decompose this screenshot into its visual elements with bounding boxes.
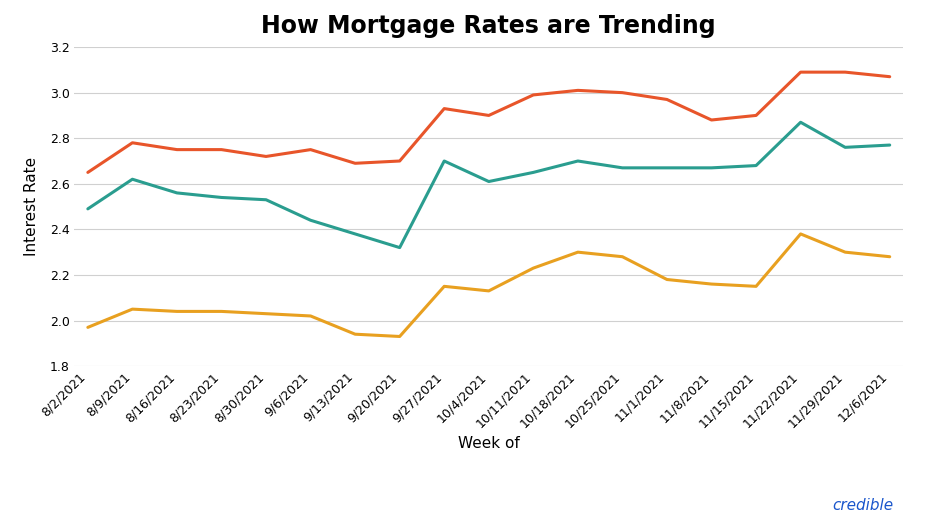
15-year-fixed xyxy=(216,308,227,314)
30-year fixed xyxy=(216,146,227,153)
30-year fixed xyxy=(528,92,539,98)
20-year-fixed xyxy=(661,165,672,171)
30-year fixed xyxy=(884,74,896,80)
15-year-fixed xyxy=(706,281,717,287)
30-year fixed xyxy=(394,158,405,164)
20-year-fixed xyxy=(439,158,450,164)
15-year-fixed xyxy=(171,308,182,314)
20-year-fixed xyxy=(349,231,360,237)
30-year fixed xyxy=(840,69,851,75)
20-year-fixed xyxy=(573,158,584,164)
20-year-fixed xyxy=(884,142,896,148)
20-year-fixed xyxy=(82,206,93,212)
20-year-fixed xyxy=(171,190,182,196)
30-year fixed xyxy=(261,153,272,160)
15-year-fixed xyxy=(394,333,405,339)
Title: How Mortgage Rates are Trending: How Mortgage Rates are Trending xyxy=(262,14,716,38)
20-year-fixed xyxy=(216,195,227,201)
20-year-fixed xyxy=(795,119,806,126)
20-year-fixed xyxy=(617,165,628,171)
20-year-fixed xyxy=(483,178,494,185)
Line: 30-year fixed: 30-year fixed xyxy=(88,72,890,173)
X-axis label: Week of: Week of xyxy=(458,436,519,451)
30-year fixed xyxy=(617,89,628,96)
15-year-fixed xyxy=(349,331,360,337)
20-year-fixed xyxy=(261,197,272,203)
Line: 20-year-fixed: 20-year-fixed xyxy=(88,122,890,247)
30-year fixed xyxy=(795,69,806,75)
30-year fixed xyxy=(573,87,584,94)
15-year-fixed xyxy=(528,265,539,271)
15-year-fixed xyxy=(750,283,762,290)
Y-axis label: Interest Rate: Interest Rate xyxy=(23,157,38,256)
20-year-fixed xyxy=(127,176,138,183)
15-year-fixed xyxy=(439,283,450,290)
30-year fixed xyxy=(82,169,93,176)
20-year-fixed xyxy=(305,217,317,223)
20-year-fixed xyxy=(528,169,539,176)
15-year-fixed xyxy=(795,231,806,237)
15-year-fixed xyxy=(261,311,272,317)
15-year-fixed xyxy=(884,254,896,260)
20-year-fixed xyxy=(706,165,717,171)
15-year-fixed xyxy=(617,254,628,260)
30-year fixed xyxy=(706,117,717,123)
30-year fixed xyxy=(349,160,360,166)
15-year-fixed xyxy=(840,249,851,255)
30-year fixed xyxy=(127,140,138,146)
15-year-fixed xyxy=(483,288,494,294)
15-year-fixed xyxy=(661,276,672,282)
30-year fixed xyxy=(750,112,762,119)
15-year-fixed xyxy=(127,306,138,312)
30-year fixed xyxy=(305,146,317,153)
15-year-fixed xyxy=(305,313,317,319)
15-year-fixed xyxy=(573,249,584,255)
20-year-fixed xyxy=(750,163,762,169)
30-year fixed xyxy=(171,146,182,153)
Line: 15-year-fixed: 15-year-fixed xyxy=(88,234,890,336)
30-year fixed xyxy=(439,106,450,112)
20-year-fixed xyxy=(840,144,851,151)
30-year fixed xyxy=(661,96,672,103)
15-year-fixed xyxy=(82,324,93,331)
20-year-fixed xyxy=(394,244,405,251)
Text: credible: credible xyxy=(832,497,894,513)
30-year fixed xyxy=(483,112,494,119)
